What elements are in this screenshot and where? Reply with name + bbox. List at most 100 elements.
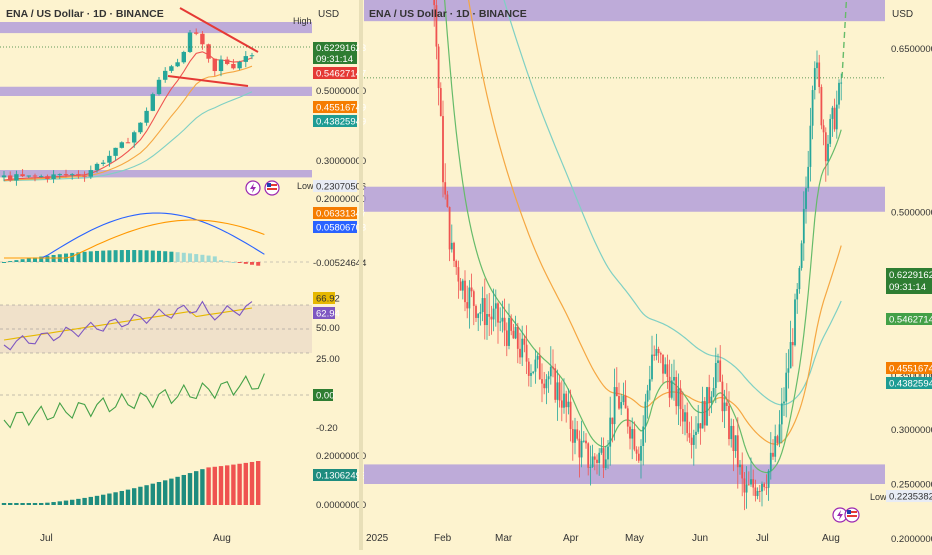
left-time-aug: Aug: [213, 533, 231, 544]
macd-hist-bar: [114, 250, 118, 262]
momentum-hist-bar: [45, 503, 49, 505]
right-candle-body: [618, 396, 620, 408]
right-candle-body: [799, 268, 801, 289]
right-candle-body: [634, 429, 636, 449]
right-candle-body: [442, 116, 444, 182]
left-high-label: High: [293, 16, 312, 26]
right-candle-body: [748, 484, 750, 485]
right-low-label: Low: [870, 492, 887, 502]
right-candle-body: [491, 317, 493, 320]
momentum-hist-bar: [89, 497, 93, 505]
right-candle-body: [605, 459, 607, 468]
left-candle-body: [213, 59, 217, 71]
right-candle-body: [557, 382, 559, 399]
momentum-hist-bar: [151, 484, 155, 505]
momentum-hist-bar: [107, 494, 111, 505]
momentum-hist-bar: [2, 503, 6, 505]
momentum-hist-bar: [39, 503, 43, 505]
momentum-hist-bar: [120, 491, 124, 505]
right-candle-body: [807, 167, 809, 188]
right-candle-body: [510, 318, 512, 331]
momentum-hist-bar: [231, 465, 235, 505]
right-candle-body: [543, 384, 545, 389]
left-low-label: Low: [297, 181, 314, 191]
right-candle-body: [433, 0, 435, 5]
left-zone-0: [0, 22, 312, 33]
right-candle-body: [792, 342, 794, 345]
right-candle-body: [755, 488, 757, 496]
left-candle-body: [95, 164, 99, 170]
momentum-hist-bar: [250, 462, 254, 505]
right-candle-body: [576, 429, 578, 438]
left-candle-body: [237, 62, 241, 68]
right-us-flag-icon[interactable]: [845, 508, 859, 522]
right-candle-body: [451, 243, 453, 249]
macd-hist-bar: [176, 252, 180, 262]
macd-hist-bar: [45, 256, 49, 262]
momentum-hist-bar: [237, 464, 241, 505]
pane-separator[interactable]: [359, 0, 363, 550]
right-candle-body: [730, 426, 732, 439]
macd-hist-bar: [188, 253, 192, 262]
hist-badge-value: 0.13062493: [316, 471, 366, 482]
right-candle-body: [559, 382, 561, 400]
right-candle-body: [554, 368, 556, 400]
right-candle-body: [453, 243, 455, 261]
left-candle-body: [64, 174, 68, 175]
right-time-may: May: [625, 533, 644, 544]
right-chart-title: ENA / US Dollar · 1D · BINANCE: [369, 8, 527, 20]
right-candle-body: [515, 327, 517, 338]
right-candle-body: [609, 418, 611, 447]
momentum-hist-bar: [14, 503, 18, 505]
right-ema-teal: 0.43825949: [889, 379, 932, 390]
right-candle-body: [521, 339, 523, 358]
right-candle-body: [741, 465, 743, 479]
momentum-hist-bar: [76, 499, 80, 505]
right-candle-body: [541, 379, 543, 383]
right-last-price: 0.62291623: [889, 270, 932, 281]
right-candle-body: [440, 88, 442, 116]
right-candle-body: [475, 306, 477, 318]
right-candle-body: [548, 376, 550, 379]
right-candle-body: [774, 436, 776, 457]
left-currency-label[interactable]: USD: [318, 9, 339, 20]
momentum-hist-bar: [163, 480, 167, 505]
left-last-price: 0.62291623: [316, 43, 366, 54]
momentum-axis-tick: -0.20: [316, 423, 338, 434]
right-candle-body: [823, 125, 825, 132]
momentum-hist-bar: [138, 487, 142, 505]
lightning-icon[interactable]: [246, 181, 260, 195]
right-candle-body: [642, 426, 644, 446]
macd-hist-bar: [145, 250, 149, 262]
right-candle-body: [656, 349, 658, 356]
right-candle-body: [689, 433, 691, 438]
right-candle-body: [607, 447, 609, 460]
right-candle-body: [812, 90, 814, 126]
us-flag-icon[interactable]: [265, 181, 279, 195]
left-candle-body: [163, 71, 167, 80]
right-candle-body: [796, 289, 798, 299]
right-candle-body: [460, 282, 462, 291]
momentum-hist-bar: [58, 501, 62, 505]
right-candle-body: [763, 484, 765, 487]
left-candle-body: [45, 176, 49, 179]
right-candle-body: [508, 318, 510, 346]
right-currency-label[interactable]: USD: [892, 9, 913, 20]
right-candle-body: [629, 427, 631, 439]
right-candle-body: [486, 314, 488, 325]
right-candle-body: [570, 402, 572, 429]
right-candle-body: [574, 429, 576, 442]
left-candle-body: [219, 60, 223, 72]
right-candle-body: [682, 409, 684, 421]
right-candle-body: [649, 379, 651, 390]
left-candle-body: [27, 176, 31, 177]
right-candle-body: [497, 303, 499, 322]
right-candle-body: [761, 484, 763, 492]
rsi-yellow-value: 66.92: [316, 294, 340, 305]
macd-hist-bar: [225, 261, 229, 262]
left-candle-body: [101, 163, 105, 164]
macd-hist-bar: [83, 252, 87, 262]
right-candle-body: [469, 288, 471, 309]
right-candle-body: [746, 484, 748, 492]
momentum-hist-bar: [213, 467, 217, 505]
